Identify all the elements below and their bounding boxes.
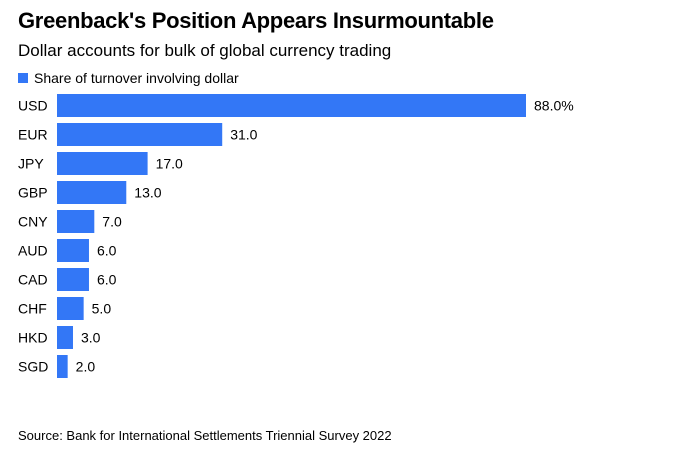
legend-swatch [18, 73, 28, 83]
value-label: 6.0 [97, 272, 117, 288]
chart-subtitle: Dollar accounts for bulk of global curre… [18, 41, 392, 60]
category-label: EUR [18, 127, 48, 143]
category-label: CNY [18, 214, 48, 230]
value-label: 2.0 [76, 359, 96, 375]
value-label: 5.0 [92, 301, 112, 317]
category-label: JPY [18, 156, 44, 172]
bar-eur [57, 123, 223, 146]
bar-usd [57, 94, 526, 117]
value-label: 17.0 [156, 156, 183, 172]
bar-gbp [57, 181, 127, 204]
category-label: AUD [18, 243, 48, 259]
category-label: HKD [18, 330, 48, 346]
bar-hkd [57, 326, 73, 349]
bar-aud [57, 239, 89, 262]
bar-chf [57, 297, 84, 320]
category-label: SGD [18, 359, 48, 375]
category-label: USD [18, 98, 48, 114]
value-label: 7.0 [102, 214, 122, 230]
bar-sgd [57, 355, 68, 378]
bar-chart: USD 88.0% EUR 31.0 JPY 17.0 GBP 13.0 CNY 7.0 AUD 6.… [18, 94, 574, 378]
bar-jpy [57, 152, 148, 175]
value-label: 88.0% [534, 98, 574, 114]
bar-cad [57, 268, 89, 291]
legend-label: Share of turnover involving dollar [34, 70, 239, 86]
bar-cny [57, 210, 95, 233]
value-label: 3.0 [81, 330, 101, 346]
category-label: CHF [18, 301, 47, 317]
value-label: 31.0 [230, 127, 257, 143]
chart-legend: Share of turnover involving dollar [18, 70, 239, 86]
value-label: 6.0 [97, 243, 117, 259]
category-label: GBP [18, 185, 48, 201]
category-label: CAD [18, 272, 48, 288]
value-label: 13.0 [134, 185, 161, 201]
chart-source: Source: Bank for International Settlemen… [18, 428, 392, 443]
chart-title: Greenback's Position Appears Insurmounta… [18, 8, 494, 33]
